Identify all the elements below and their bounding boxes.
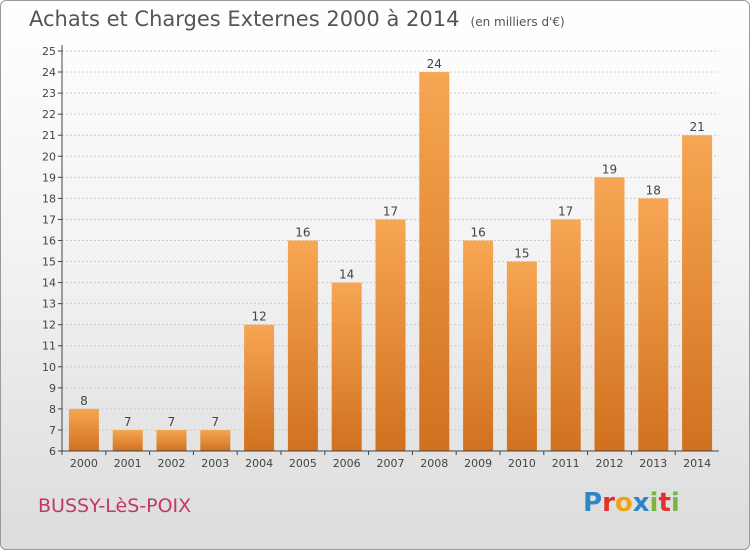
- bar-2001: [112, 429, 143, 451]
- proxiti-logo: Proxiti: [583, 488, 680, 518]
- y-tick-label: 13: [42, 298, 56, 311]
- y-tick-label: 18: [42, 192, 56, 205]
- y-tick-label: 10: [42, 361, 56, 374]
- y-tick-label: 21: [42, 129, 56, 142]
- bar-2010: [506, 261, 537, 451]
- bar-2006: [331, 282, 362, 451]
- bar-value-label: 16: [295, 225, 310, 239]
- chart-title: Achats et Charges Externes 2000 à 2014: [29, 7, 460, 31]
- y-tick-label: 15: [42, 256, 56, 269]
- bar-value-label: 17: [558, 204, 573, 218]
- y-tick-label: 11: [42, 340, 56, 353]
- x-tick-label: 2002: [158, 457, 186, 470]
- bar-2002: [156, 429, 187, 451]
- bar-value-label: 19: [602, 162, 617, 176]
- bar-value-label: 7: [124, 415, 132, 429]
- logo-letter: i: [649, 488, 659, 518]
- x-tick-label: 2004: [245, 457, 273, 470]
- x-tick-label: 2000: [70, 457, 98, 470]
- x-tick-label: 2014: [683, 457, 711, 470]
- bar-value-label: 18: [646, 183, 661, 197]
- bar-value-label: 16: [470, 225, 485, 239]
- x-tick-label: 2003: [201, 457, 229, 470]
- y-tick-label: 17: [42, 213, 56, 226]
- bar-value-label: 8: [80, 394, 88, 408]
- bar-value-label: 21: [689, 120, 704, 134]
- x-tick-label: 2007: [377, 457, 405, 470]
- y-tick-label: 19: [42, 171, 56, 184]
- logo-letter: x: [632, 488, 650, 518]
- logo-letter: o: [614, 488, 633, 518]
- y-tick-label: 20: [42, 150, 56, 163]
- bar-value-label: 7: [211, 415, 219, 429]
- y-tick-label: 16: [42, 234, 56, 247]
- y-tick-label: 8: [49, 403, 56, 416]
- y-tick-label: 25: [42, 45, 56, 58]
- bar-value-label: 7: [168, 415, 176, 429]
- bar-2012: [594, 177, 625, 451]
- place-name: BUSSY-LèS-POIX: [38, 495, 192, 517]
- chart-subtitle: (en milliers d'€): [470, 15, 565, 29]
- bar-2013: [638, 198, 669, 451]
- x-tick-label: 2001: [114, 457, 142, 470]
- bar-value-label: 14: [339, 268, 354, 282]
- bar-2003: [200, 429, 231, 451]
- axes: 6 7 8 9 10 11 12 13 14 15 16 17 18 19 20 21 22 23 24 25 2000…: [42, 45, 719, 470]
- logo-letter: t: [658, 488, 671, 518]
- y-tick-label: 24: [42, 66, 56, 79]
- x-tick-label: 2009: [464, 457, 492, 470]
- bar-2011: [550, 219, 581, 451]
- x-tick-label: 2008: [420, 457, 448, 470]
- bar-value-label: 17: [383, 204, 398, 218]
- bar-value-label: 12: [251, 310, 266, 324]
- y-tick-label: 22: [42, 108, 56, 121]
- bar-2000: [68, 408, 99, 451]
- logo-letter: r: [602, 488, 615, 518]
- logo-letter: P: [583, 488, 603, 518]
- x-tick-label: 2012: [596, 457, 624, 470]
- bar-2004: [244, 324, 275, 451]
- y-tick-label: 7: [49, 424, 56, 437]
- bar-2005: [287, 240, 318, 451]
- x-tick-label: 2006: [333, 457, 361, 470]
- y-tick-label: 23: [42, 87, 56, 100]
- x-tick-label: 2010: [508, 457, 536, 470]
- bars: 8 7 7 7 12 16 14 17 24 16 15 17 19 18 21: [68, 57, 713, 452]
- bar-2007: [375, 219, 406, 451]
- bar-2014: [682, 135, 713, 452]
- y-tick-label: 9: [49, 382, 56, 395]
- x-tick-label: 2011: [552, 457, 580, 470]
- y-tick-label: 14: [42, 277, 56, 290]
- bar-value-label: 24: [427, 57, 442, 71]
- y-tick-label: 6: [49, 445, 56, 458]
- bar-value-label: 15: [514, 247, 529, 261]
- bar-2009: [463, 240, 494, 451]
- x-tick-label: 2013: [639, 457, 667, 470]
- bar-2008: [419, 72, 450, 451]
- x-tick-label: 2005: [289, 457, 317, 470]
- y-tick-label: 12: [42, 319, 56, 332]
- chart-title-block: Achats et Charges Externes 2000 à 2014 (…: [29, 7, 565, 31]
- logo-letter: i: [670, 488, 680, 518]
